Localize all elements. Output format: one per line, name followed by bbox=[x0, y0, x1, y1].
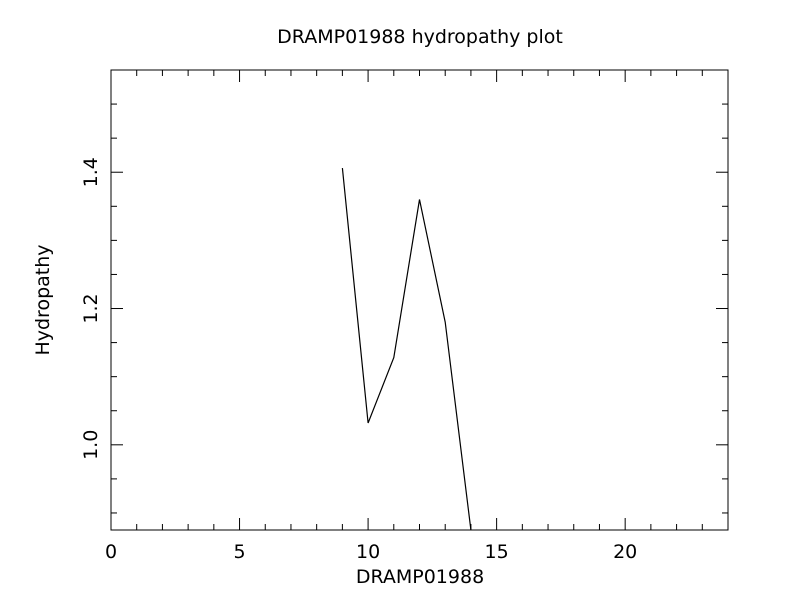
x-tick-label: 15 bbox=[485, 541, 509, 563]
x-axis-label: DRAMP01988 bbox=[356, 566, 484, 588]
x-tick-label: 0 bbox=[105, 541, 117, 563]
y-tick-label: 1.2 bbox=[80, 293, 102, 323]
x-tick-label: 20 bbox=[613, 541, 637, 563]
y-axis-label: Hydropathy bbox=[32, 244, 54, 355]
x-tick-label: 10 bbox=[356, 541, 380, 563]
plot-frame bbox=[110, 69, 729, 531]
series-line bbox=[341, 168, 472, 531]
y-tick-label: 1.0 bbox=[80, 430, 102, 460]
chart-title: DRAMP01988 hydropathy plot bbox=[277, 26, 563, 48]
plot-area: 0 5 10 15 20 1.0 1.2 1.4 bbox=[80, 69, 729, 563]
y-tick-label: 1.4 bbox=[80, 157, 102, 187]
x-tick-label: 5 bbox=[233, 541, 245, 563]
